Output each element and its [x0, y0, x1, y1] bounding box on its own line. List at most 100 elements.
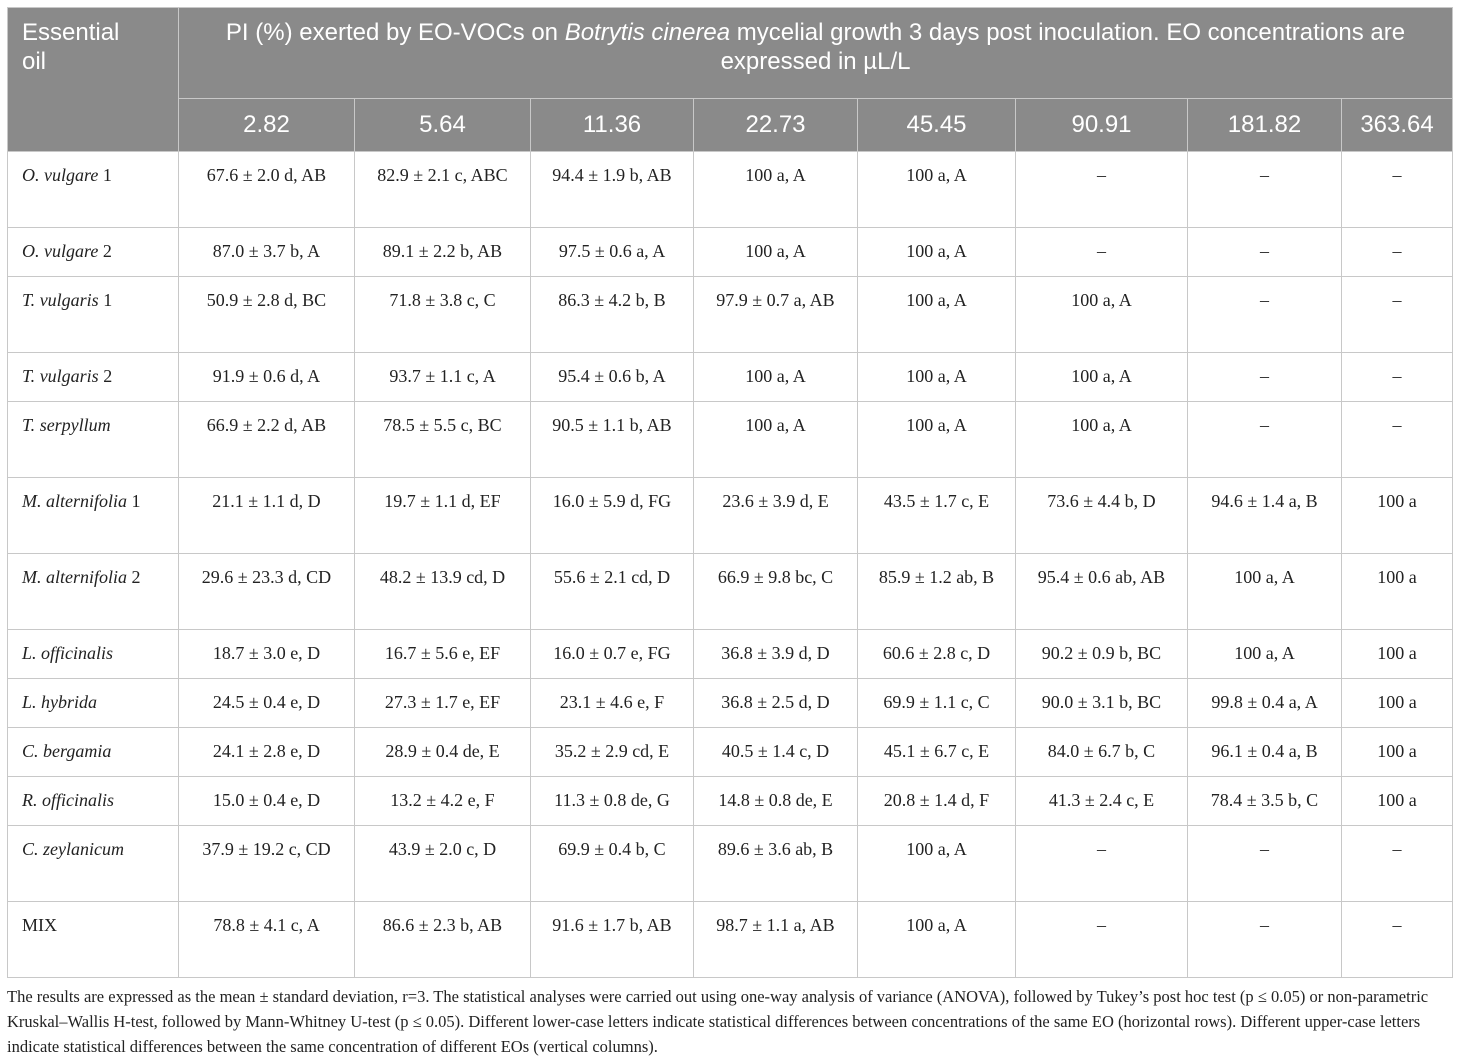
- table-cell: 14.8 ± 0.8 de, E: [693, 776, 858, 826]
- essential-oil-name: L. officinalis: [7, 629, 179, 679]
- table-cell: 86.3 ± 4.2 b, B: [530, 276, 694, 353]
- column-header-concentration: 2.82: [178, 98, 355, 152]
- table-cell: 94.6 ± 1.4 a, B: [1187, 477, 1342, 554]
- species-name: T. vulgaris: [22, 366, 99, 386]
- table-row: R. officinalis 15.0 ± 0.4 e, D 13.2 ± 4.2 …: [7, 776, 1454, 826]
- table-cell: 82.9 ± 2.1 c, ABC: [354, 151, 531, 228]
- table-row: M. alternifolia 1 21.1 ± 1.1 d, D 19.7 ± 1…: [7, 477, 1454, 554]
- table-cell: 60.6 ± 2.8 c, D: [857, 629, 1016, 679]
- table-cell: 11.3 ± 0.8 de, G: [530, 776, 694, 826]
- table-cell: 100 a: [1340, 477, 1454, 554]
- table-cell: 45.1 ± 6.7 c, E: [857, 727, 1016, 777]
- corner-line-1: Essential: [22, 19, 120, 46]
- oil-sample-label: 1: [98, 165, 112, 185]
- table-row: C. zeylanicum 37.9 ± 19.2 c, CD 43.9 ± 2.0…: [7, 825, 1454, 902]
- species-name: M. alternifolia: [22, 567, 127, 587]
- table-cell: 36.8 ± 3.9 d, D: [693, 629, 858, 679]
- table-cell: 69.9 ± 1.1 c, C: [857, 678, 1016, 728]
- table-container: Essential oil PI (%) exerted by EO-VOCs o…: [7, 7, 1454, 1059]
- oil-sample-label: MIX: [22, 915, 57, 935]
- species-name: R. officinalis: [22, 790, 114, 810]
- species-name: T. serpyllum: [22, 415, 111, 435]
- essential-oil-name: M. alternifolia 2: [7, 553, 179, 630]
- table-cell: 100 a, A: [857, 401, 1016, 478]
- table-cell: –: [1340, 401, 1454, 478]
- table-cell: –: [1340, 151, 1454, 228]
- table-cell: 13.2 ± 4.2 e, F: [354, 776, 531, 826]
- table-cell: –: [1340, 276, 1454, 353]
- table-cell: 100 a, A: [693, 151, 858, 228]
- table-cell: –: [1187, 151, 1342, 228]
- table-cell: –: [1187, 276, 1342, 353]
- table-row: MIX 78.8 ± 4.1 c, A 86.6 ± 2.3 b, AB 91.6 ±…: [7, 901, 1454, 978]
- table-cell: 84.0 ± 6.7 b, C: [1015, 727, 1188, 777]
- table-cell: 100 a, A: [693, 227, 858, 277]
- table-cell: –: [1187, 352, 1342, 402]
- table-row: T. serpyllum 66.9 ± 2.2 d, AB 78.5 ± 5.5 c…: [7, 401, 1454, 478]
- table-cell: –: [1015, 151, 1188, 228]
- table-header: Essential oil PI (%) exerted by EO-VOCs o…: [7, 7, 1454, 152]
- column-header-concentration: 22.73: [693, 98, 858, 152]
- table-cell: 48.2 ± 13.9 cd, D: [354, 553, 531, 630]
- table-cell: 100 a: [1340, 629, 1454, 679]
- table-cell: 43.9 ± 2.0 c, D: [354, 825, 531, 902]
- table-cell: 100 a, A: [1015, 276, 1188, 353]
- table-cell: 78.4 ± 3.5 b, C: [1187, 776, 1342, 826]
- table-cell: –: [1187, 227, 1342, 277]
- table-cell: 97.9 ± 0.7 a, AB: [693, 276, 858, 353]
- table-cell: 18.7 ± 3.0 e, D: [178, 629, 355, 679]
- table-cell: –: [1015, 227, 1188, 277]
- pathogen-name: Botrytis cinerea: [564, 19, 731, 46]
- table-cell: 86.6 ± 2.3 b, AB: [354, 901, 531, 978]
- table-cell: 35.2 ± 2.9 cd, E: [530, 727, 694, 777]
- table-cell: 100 a, A: [857, 227, 1016, 277]
- species-name: O. vulgare: [22, 165, 99, 185]
- table-cell: 99.8 ± 0.4 a, A: [1187, 678, 1342, 728]
- species-name: O. vulgare: [22, 241, 99, 261]
- table-body: O. vulgare 1 67.6 ± 2.0 d, AB 82.9 ± 2.1 c…: [7, 151, 1454, 978]
- table-cell: 50.9 ± 2.8 d, BC: [178, 276, 355, 353]
- table-cell: 24.1 ± 2.8 e, D: [178, 727, 355, 777]
- table-cell: 100 a: [1340, 727, 1454, 777]
- table-cell: 100 a, A: [857, 352, 1016, 402]
- table-cell: –: [1015, 825, 1188, 902]
- species-name: T. vulgaris: [22, 290, 99, 310]
- table-cell: 29.6 ± 23.3 d, CD: [178, 553, 355, 630]
- table-cell: 16.7 ± 5.6 e, EF: [354, 629, 531, 679]
- table-cell: –: [1015, 901, 1188, 978]
- table-cell: 90.2 ± 0.9 b, BC: [1015, 629, 1188, 679]
- table-cell: –: [1340, 825, 1454, 902]
- table-cell: 91.6 ± 1.7 b, AB: [530, 901, 694, 978]
- table-row: O. vulgare 1 67.6 ± 2.0 d, AB 82.9 ± 2.1 c…: [7, 151, 1454, 228]
- table-cell: 98.7 ± 1.1 a, AB: [693, 901, 858, 978]
- table-cell: 89.6 ± 3.6 ab, B: [693, 825, 858, 902]
- oil-sample-label: 2: [127, 567, 141, 587]
- table-cell: –: [1187, 825, 1342, 902]
- table-cell: 100 a, A: [1187, 629, 1342, 679]
- table-cell: 95.4 ± 0.6 ab, AB: [1015, 553, 1188, 630]
- table-row: L. hybrida 24.5 ± 0.4 e, D 27.3 ± 1.7 e, E…: [7, 678, 1454, 728]
- table-caption: PI (%) exerted by EO-VOCs on Botrytis ci…: [177, 7, 1454, 99]
- table-cell: 66.9 ± 2.2 d, AB: [178, 401, 355, 478]
- table-cell: 24.5 ± 0.4 e, D: [178, 678, 355, 728]
- column-header-concentration: 181.82: [1187, 98, 1342, 152]
- table-cell: 100 a: [1340, 678, 1454, 728]
- oil-sample-label: 1: [98, 290, 113, 310]
- table-cell: 100 a, A: [1015, 352, 1188, 402]
- table-footnote: The results are expressed as the mean ± …: [7, 987, 1429, 1056]
- table-cell: 23.1 ± 4.6 e, F: [530, 678, 694, 728]
- table-cell: 91.9 ± 0.6 d, A: [178, 352, 355, 402]
- species-name: M. alternifolia: [22, 491, 127, 511]
- column-header-concentration: 363.64: [1340, 98, 1454, 152]
- oil-sample-label: 2: [98, 366, 113, 386]
- table-cell: 73.6 ± 4.4 b, D: [1015, 477, 1188, 554]
- table-cell: 19.7 ± 1.1 d, EF: [354, 477, 531, 554]
- table-cell: 16.0 ± 0.7 e, FG: [530, 629, 694, 679]
- table-cell: 36.8 ± 2.5 d, D: [693, 678, 858, 728]
- table-cell: –: [1340, 352, 1454, 402]
- table-cell: 71.8 ± 3.8 c, C: [354, 276, 531, 353]
- column-header-essential-oil: Essential oil: [7, 7, 179, 152]
- table-cell: 100 a, A: [857, 276, 1016, 353]
- table-cell: 100 a: [1340, 553, 1454, 630]
- table-cell: 100 a, A: [693, 352, 858, 402]
